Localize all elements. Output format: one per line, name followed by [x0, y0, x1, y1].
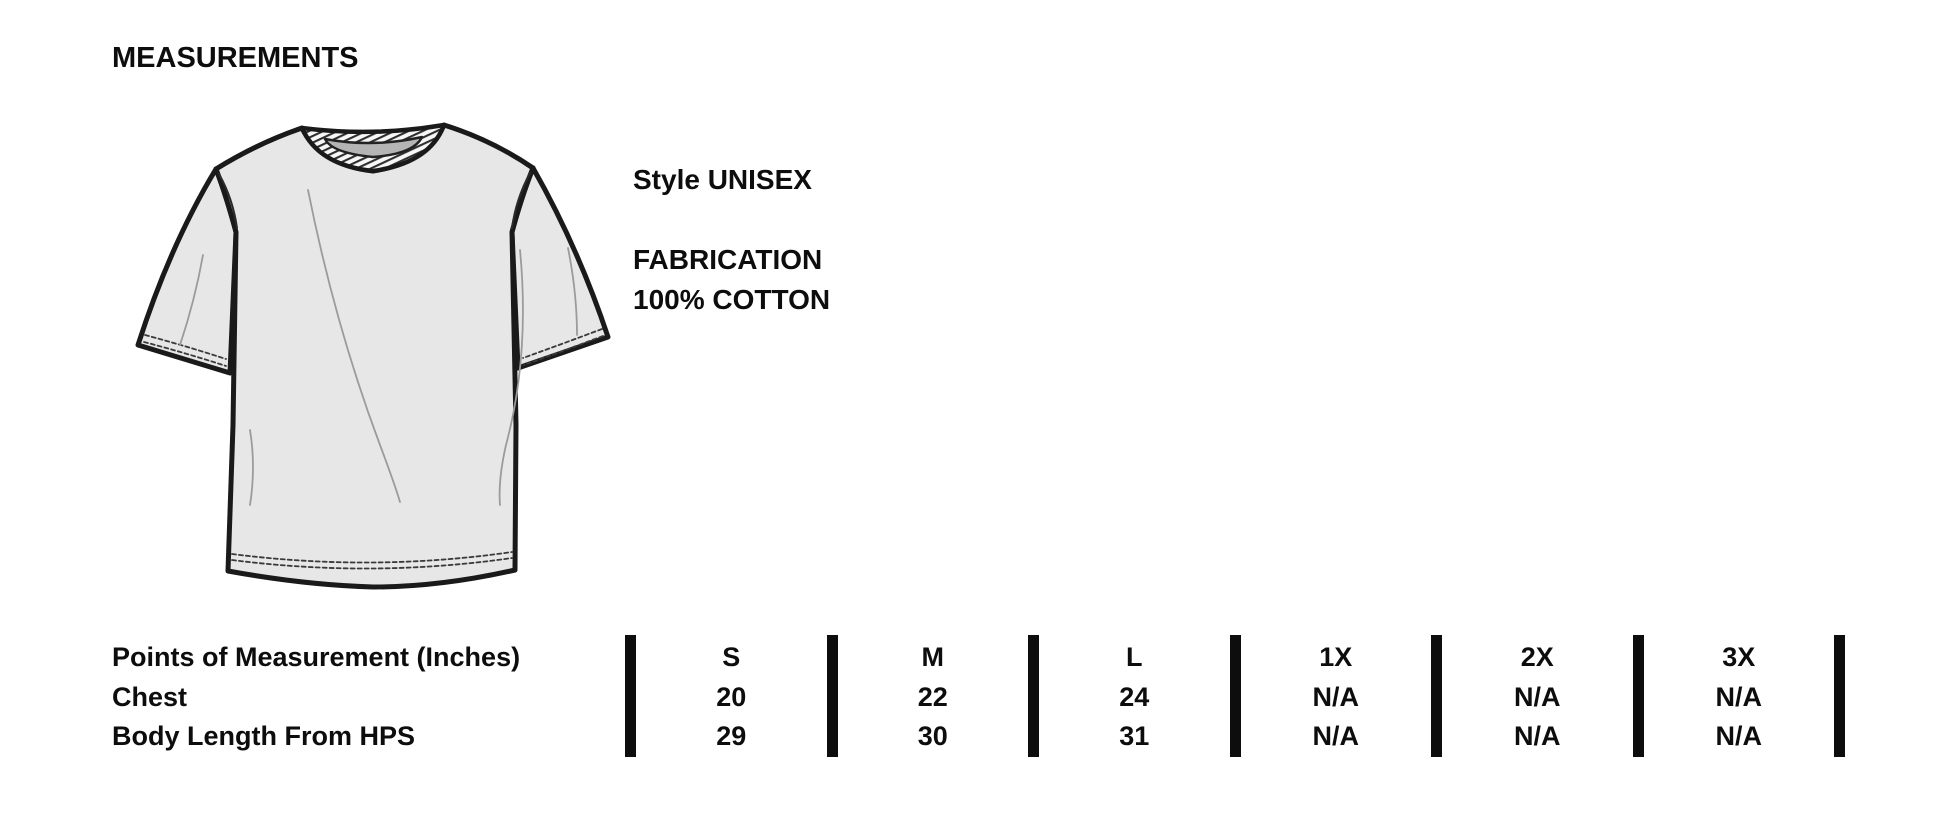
collar-opening [323, 135, 424, 159]
armhole-seams [218, 172, 531, 229]
info-spacer [633, 200, 830, 240]
body-creases [249, 189, 524, 506]
table-column-1x: 1X N/A N/A [1241, 635, 1432, 757]
table-column-s: S 20 29 [636, 635, 827, 757]
table-column-2x: 2X N/A N/A [1442, 635, 1633, 757]
tshirt-illustration [135, 122, 611, 590]
body-length-value: N/A [1514, 721, 1561, 752]
body-length-value: 31 [1119, 721, 1150, 752]
table-divider [826, 635, 838, 757]
right-sleeve [509, 165, 611, 371]
style-line: Style UNISEX [633, 164, 812, 195]
table-label-column: Points of Measurement (Inches) Chest Bod… [112, 635, 625, 757]
chest-value: 20 [716, 681, 747, 712]
table-divider [1028, 635, 1039, 757]
table-divider [1834, 635, 1845, 757]
size-header: 2X [1520, 642, 1554, 673]
chest-value: 22 [917, 681, 948, 712]
table-divider [625, 635, 636, 757]
body-length-value: 30 [917, 721, 948, 752]
hem-stitch [231, 551, 513, 570]
body-length-value: N/A [1715, 721, 1763, 752]
size-header: S [722, 642, 741, 673]
row-label-chest: Chest [112, 681, 188, 712]
table-column-m: M 22 30 [838, 635, 1029, 757]
body-panel [213, 122, 536, 590]
chest-value: N/A [1312, 681, 1360, 712]
fabrication-heading: FABRICATION [633, 244, 823, 275]
fabrication-value: 100% COTTON [633, 284, 831, 315]
right-cuff-stitch [522, 328, 604, 366]
size-table: Points of Measurement (Inches) Chest Bod… [112, 635, 1845, 757]
table-divider [1431, 635, 1442, 757]
body-length-value: N/A [1312, 721, 1360, 752]
table-column-l: L 24 31 [1039, 635, 1230, 757]
body-length-value: 29 [716, 721, 747, 752]
product-info: Style UNISEX FABRICATION 100% COTTON [633, 160, 830, 320]
size-header: M [921, 642, 945, 673]
left-sleeve [135, 166, 239, 376]
size-header: L [1126, 642, 1143, 673]
row-label-body-length: Body Length From HPS [112, 721, 415, 752]
size-header: 1X [1319, 642, 1353, 673]
chest-value: N/A [1715, 681, 1763, 712]
size-header: 3X [1722, 642, 1756, 673]
page-title: MEASUREMENTS [112, 42, 359, 74]
chest-value: 24 [1119, 681, 1150, 712]
sleeve-creases [179, 247, 578, 346]
chest-value: N/A [1514, 681, 1561, 712]
table-divider [1229, 635, 1241, 757]
table-divider [1632, 635, 1644, 757]
table-column-3x: 3X N/A N/A [1644, 635, 1835, 757]
left-cuff-stitch [143, 334, 227, 367]
table-row-header: Points of Measurement (Inches) [112, 642, 521, 673]
